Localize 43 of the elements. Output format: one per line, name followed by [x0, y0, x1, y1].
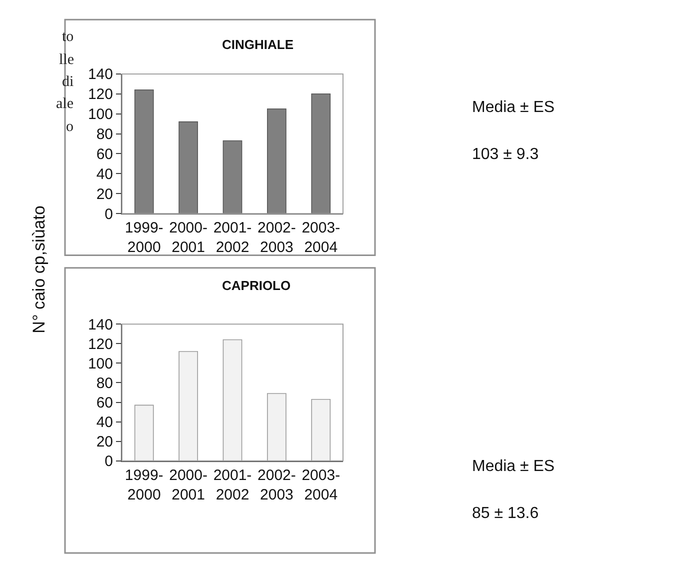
- text: di: [62, 74, 74, 90]
- text: lle: [59, 52, 74, 68]
- text: Media ± ES: [472, 99, 555, 116]
- bar: [311, 93, 331, 214]
- x-tick-label: 2000-2001: [169, 220, 208, 256]
- x-tick-label: 2000-2001: [169, 466, 208, 504]
- bar: [267, 108, 286, 214]
- x-tick-label: 2003-2004: [302, 466, 340, 504]
- text: 103 ± 9.3: [472, 146, 539, 163]
- y-tick-label: 20: [96, 434, 113, 451]
- y-tick-label: 100: [88, 355, 113, 372]
- y-tick-label: 100: [88, 106, 113, 124]
- y-tick-label: 0: [104, 206, 113, 223]
- x-tick-label: 2002-2003: [258, 220, 296, 256]
- y-tick-label: 140: [88, 66, 113, 84]
- y-tick-label: 120: [88, 336, 113, 353]
- x-tick-label: 2001-2002: [213, 220, 252, 256]
- y-tick-label: 60: [96, 394, 113, 412]
- y-tick-label: 80: [96, 374, 113, 392]
- text: Media ± ES: [472, 458, 555, 475]
- y-tick-label: 60: [96, 146, 113, 163]
- x-tick-label: 2003-2004: [302, 220, 340, 256]
- y-tick-label: 0: [104, 453, 113, 470]
- y-tick-label: 20: [96, 186, 113, 203]
- y-tick-label: 140: [88, 316, 113, 334]
- chart-title: CAPRIOLO: [222, 278, 291, 293]
- y-axis-title: N° caio cp,siùato: [30, 206, 49, 334]
- text: o: [66, 119, 74, 135]
- x-tick-label: 1999-2000: [124, 220, 164, 256]
- chart-title: CINGHIALE: [222, 37, 294, 52]
- bar: [134, 90, 154, 214]
- text: ale: [56, 96, 74, 112]
- x-tick-label: 2002-2003: [258, 466, 296, 504]
- y-tick-label: 120: [88, 86, 113, 104]
- bar: [222, 140, 242, 214]
- text: 85 ± 13.6: [472, 505, 539, 522]
- text: to: [62, 29, 74, 45]
- y-tick-label: 40: [96, 166, 113, 183]
- y-tick-label: 80: [96, 126, 113, 144]
- x-tick-label: 2001-2002: [213, 466, 252, 504]
- bar: [178, 121, 198, 214]
- y-tick-label: 40: [96, 414, 113, 432]
- x-tick-label: 1999-2000: [124, 466, 164, 504]
